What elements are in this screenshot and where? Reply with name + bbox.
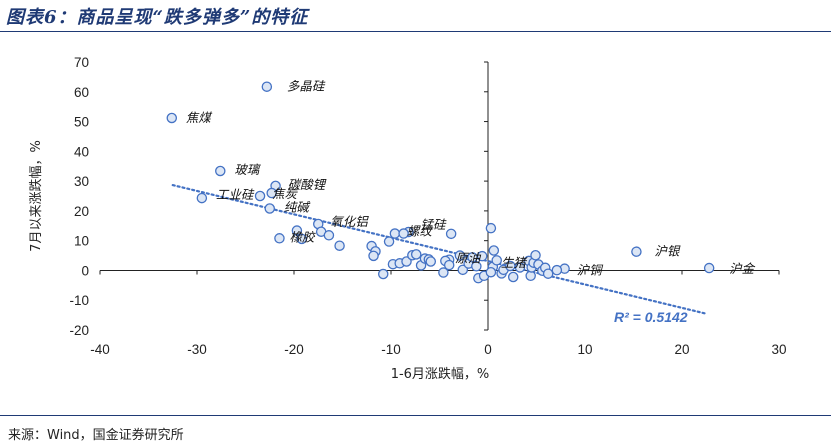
data-point xyxy=(488,245,500,256)
point-label: 沪金 xyxy=(729,261,756,276)
scatter-chart: -40 -30 -20 -10 0 10 20 30 -20 -10 0 10 20 30 40 50 60 70… xyxy=(28,55,787,382)
data-point xyxy=(443,259,455,271)
data-point xyxy=(514,262,526,273)
data-point xyxy=(266,187,277,199)
data-point xyxy=(425,256,437,267)
data-points xyxy=(166,81,715,284)
x-tick-label: 30 xyxy=(771,342,786,357)
point-label: 锰硅 xyxy=(420,217,447,232)
y-tick-label: 10 xyxy=(74,234,89,249)
x-tick-label: -10 xyxy=(381,342,401,357)
x-tick-label: -20 xyxy=(284,342,304,357)
y-tick-label: 0 xyxy=(81,263,89,278)
point-label: 焦煤 xyxy=(186,110,214,125)
y-tick-label: 30 xyxy=(74,174,89,189)
x-tick-label: -30 xyxy=(187,342,207,357)
data-point xyxy=(476,250,488,262)
title-rule xyxy=(0,31,831,32)
y-tick-label: 40 xyxy=(74,144,89,159)
x-tick-label: 20 xyxy=(674,342,689,357)
data-point xyxy=(323,230,335,241)
data-point xyxy=(215,165,226,177)
data-point xyxy=(368,250,379,262)
source-note: 来源：Wind，国金证券研究所 xyxy=(8,428,184,443)
data-point xyxy=(254,190,266,202)
data-point xyxy=(401,256,412,267)
r-squared-label: R² = 0.5142 xyxy=(614,309,688,325)
y-tick-label: 60 xyxy=(74,85,89,100)
data-point xyxy=(457,264,469,276)
data-point xyxy=(291,225,303,236)
point-label: 沪铜 xyxy=(577,263,605,278)
x-axis-label: 1-6月涨跌幅，% xyxy=(391,366,490,382)
data-point xyxy=(334,240,345,251)
point-label: 橡胶 xyxy=(289,229,316,244)
data-point xyxy=(410,249,422,260)
point-label: 纯碱 xyxy=(284,200,312,215)
data-point xyxy=(445,228,457,240)
data-point xyxy=(383,236,395,247)
data-point xyxy=(703,262,715,274)
axes: -40 -30 -20 -10 0 10 20 30 -20 -10 0 10 20 30 40 50 60 70 xyxy=(69,55,786,357)
data-point xyxy=(196,192,208,204)
trendline xyxy=(171,183,708,315)
point-label: 多晶硅 xyxy=(287,79,326,94)
data-point xyxy=(530,250,541,261)
data-point xyxy=(471,261,482,272)
data-point xyxy=(389,228,401,239)
point-label: 沪银 xyxy=(654,244,681,259)
data-point xyxy=(377,268,389,280)
point-label: 螺纹 xyxy=(407,224,434,239)
data-point xyxy=(542,268,554,279)
point-label: 生猪 xyxy=(501,255,529,270)
data-point xyxy=(507,271,519,283)
point-label: 焦炭 xyxy=(272,186,299,201)
footer-rule xyxy=(0,415,831,416)
x-tick-label: 0 xyxy=(484,342,492,357)
data-point xyxy=(485,222,497,234)
figure-title: 图表6：商品呈现“跌多弹多”的特征 xyxy=(6,7,309,28)
y-tick-label: 20 xyxy=(74,204,89,219)
x-tick-label: -40 xyxy=(90,342,110,357)
x-tick-label: 10 xyxy=(577,342,592,357)
y-tick-label: 70 xyxy=(74,55,89,70)
data-point xyxy=(491,255,502,266)
point-label: 玻璃 xyxy=(234,162,262,177)
data-point xyxy=(264,203,275,214)
point-label: 碳酸锂 xyxy=(288,177,327,192)
trendline-layer xyxy=(171,183,708,315)
data-point xyxy=(398,228,409,239)
data-point xyxy=(631,246,642,257)
y-tick-label: -20 xyxy=(69,323,89,338)
data-point xyxy=(505,260,516,272)
data-point xyxy=(261,81,273,92)
data-point xyxy=(296,233,308,245)
data-point xyxy=(438,267,449,278)
y-tick-label: 50 xyxy=(74,115,89,130)
data-point xyxy=(485,266,497,278)
point-label: 工业硅 xyxy=(216,187,255,202)
point-label: 原油 xyxy=(455,251,482,266)
y-tick-label: -10 xyxy=(69,293,89,308)
data-point xyxy=(166,112,178,124)
y-axis-label: 7月以来涨跌幅，% xyxy=(28,140,44,252)
data-point xyxy=(274,233,285,244)
data-point xyxy=(454,250,466,261)
data-point xyxy=(551,264,563,276)
point-label: 氧化铝 xyxy=(330,214,369,229)
